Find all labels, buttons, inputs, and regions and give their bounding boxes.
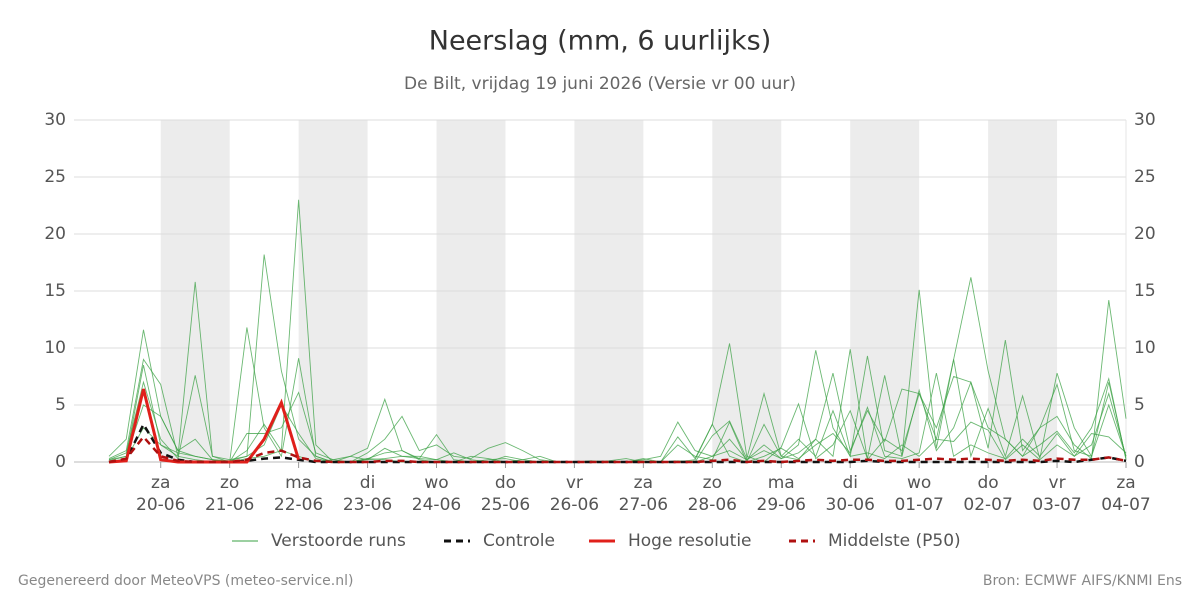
y2-tick-label: 5 bbox=[1134, 395, 1145, 415]
y2-tick-label: 15 bbox=[1134, 281, 1156, 301]
x-tick-day: di bbox=[842, 473, 858, 493]
x-tick-day: za bbox=[634, 473, 653, 493]
x-tick-label: 25-06 bbox=[481, 495, 530, 515]
y-tick-label: 25 bbox=[44, 167, 66, 187]
y2-tick-label: 25 bbox=[1134, 167, 1156, 187]
y-tick-label: 20 bbox=[44, 224, 66, 244]
series-line bbox=[108, 434, 1127, 464]
series-line bbox=[108, 421, 1127, 464]
x-tick-day: ma bbox=[768, 473, 795, 493]
footer-left: Gegenereerd door MeteoVPS (meteo-service… bbox=[18, 573, 353, 589]
legend-label: Verstoorde runs bbox=[271, 531, 406, 551]
x-tick-label: 26-06 bbox=[550, 495, 599, 515]
x-tick-label: 01-07 bbox=[894, 495, 943, 515]
y2-tick-label: 30 bbox=[1134, 110, 1156, 130]
x-tick-label: 23-06 bbox=[343, 495, 392, 515]
y2-tick-label: 10 bbox=[1134, 338, 1156, 358]
x-tick-day: vr bbox=[566, 473, 583, 493]
x-tick-label: 04-07 bbox=[1101, 495, 1150, 515]
y-tick-label: 15 bbox=[44, 281, 66, 301]
x-tick-day: za bbox=[151, 473, 170, 493]
legend-label: Middelste (P50) bbox=[828, 531, 961, 551]
x-tick-label: 03-07 bbox=[1032, 495, 1081, 515]
chart-title: Neerslag (mm, 6 uurlijks) bbox=[429, 26, 771, 57]
legend-label: Hoge resolutie bbox=[628, 531, 752, 551]
legend-label: Controle bbox=[483, 531, 555, 551]
x-tick-label: 22-06 bbox=[274, 495, 323, 515]
y-tick-label: 30 bbox=[44, 110, 66, 130]
y2-tick-label: 20 bbox=[1134, 224, 1156, 244]
x-tick-label: 02-07 bbox=[963, 495, 1012, 515]
x-tick-day: do bbox=[495, 473, 516, 493]
x-tick-day: wo bbox=[907, 473, 931, 493]
x-tick-label: 30-06 bbox=[826, 495, 875, 515]
x-tick-day: ma bbox=[285, 473, 312, 493]
x-tick-label: 24-06 bbox=[412, 495, 461, 515]
x-tick-label: 20-06 bbox=[136, 495, 185, 515]
x-tick-day: wo bbox=[424, 473, 448, 493]
x-tick-day: zo bbox=[220, 473, 239, 493]
x-tick-label: 27-06 bbox=[619, 495, 668, 515]
y2-tick-label: 0 bbox=[1134, 452, 1145, 472]
x-tick-day: di bbox=[360, 473, 376, 493]
x-tick-day: zo bbox=[703, 473, 722, 493]
chart-subtitle: De Bilt, vrijdag 19 juni 2026 (Versie vr… bbox=[404, 74, 796, 94]
x-tick-label: 28-06 bbox=[688, 495, 737, 515]
y-tick-label: 10 bbox=[44, 338, 66, 358]
x-tick-day: do bbox=[978, 473, 999, 493]
x-tick-day: za bbox=[1116, 473, 1135, 493]
x-tick-label: 21-06 bbox=[205, 495, 254, 515]
x-tick-day: vr bbox=[1049, 473, 1066, 493]
y-tick-label: 0 bbox=[55, 452, 66, 472]
y-tick-label: 5 bbox=[55, 395, 66, 415]
footer-right: Bron: ECMWF AIFS/KNMI Ens bbox=[983, 573, 1182, 589]
x-tick-label: 29-06 bbox=[757, 495, 806, 515]
